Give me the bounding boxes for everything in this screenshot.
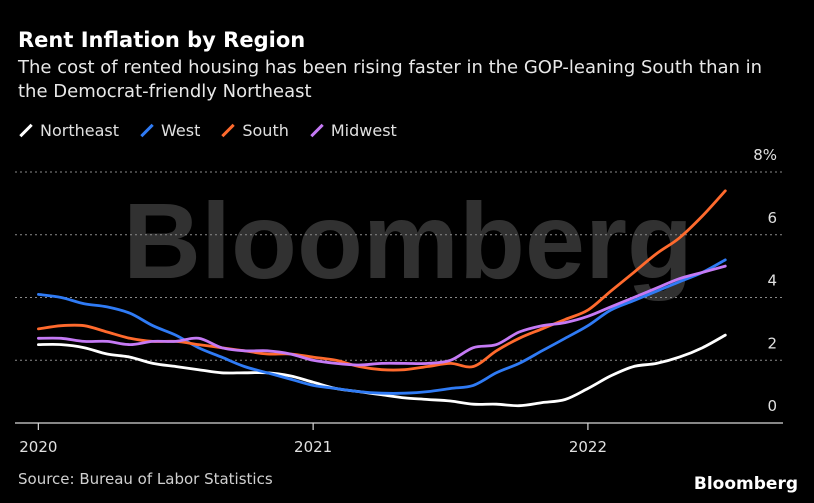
x-tick-label-1: 2021 (294, 438, 332, 456)
y-tick-label-1: 2 (767, 334, 777, 352)
series-line-northeast (37, 333, 727, 408)
legend: Northeast West South Midwest (18, 121, 397, 140)
x-tick-label-0: 2020 (19, 438, 57, 456)
series-line-west (37, 258, 727, 395)
series-line-midwest (37, 264, 727, 367)
y-tick-label-3: 6 (767, 209, 777, 227)
legend-label-west: West (161, 121, 201, 140)
y-tick-label-2: 4 (767, 272, 777, 290)
source-note: Source: Bureau of Labor Statistics (18, 470, 273, 488)
legend-label-south: South (242, 121, 289, 140)
legend-label-midwest: Midwest (330, 121, 397, 140)
y-tick-label-0: 0 (767, 397, 777, 415)
watermark-text: Bloomberg (123, 180, 693, 301)
chart-title: Rent Inflation by Region (18, 28, 306, 52)
legend-item-west: West (139, 121, 200, 140)
legend-item-midwest: Midwest (309, 121, 397, 140)
y-tick-label-4: 8% (753, 146, 777, 164)
x-tick-label-2: 2022 (569, 438, 607, 456)
legend-item-south: South (220, 121, 289, 140)
brand-logo: Bloomberg (693, 474, 798, 494)
chart-subtitle: The cost of rented housing has been risi… (18, 57, 763, 102)
legend-label-northeast: Northeast (40, 121, 120, 140)
legend-item-northeast: Northeast (18, 121, 119, 140)
